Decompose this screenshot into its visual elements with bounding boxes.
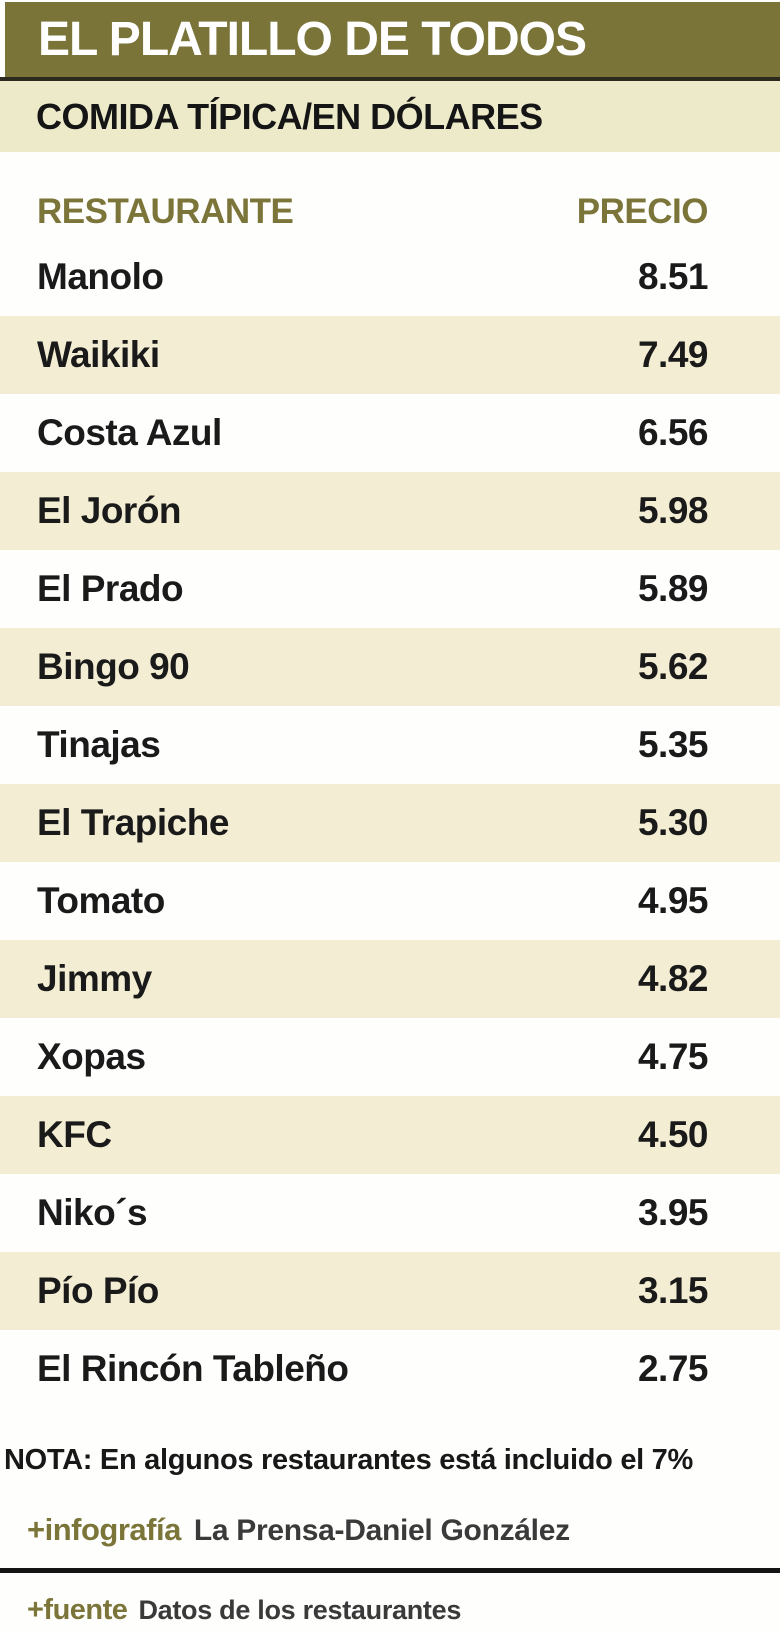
restaurant-name: Xopas <box>37 1036 146 1077</box>
price-value: 7.49 <box>637 334 709 375</box>
source-row: +fuente Datos de los restaurantes <box>27 1594 461 1627</box>
price-value: 4.75 <box>637 1036 709 1077</box>
table-header-row: RESTAURANTE PRECIO <box>0 186 780 238</box>
restaurant-name: El Jorón <box>37 490 182 531</box>
restaurant-name: Bingo 90 <box>37 646 190 687</box>
masthead-bar: EL PLATILLO DE TODOS <box>5 2 780 77</box>
price-value: 8.51 <box>637 256 709 297</box>
table-row: Costa Azul 6.56 <box>0 394 780 472</box>
table-row: Tinajas 5.35 <box>0 706 780 784</box>
price-value: 5.98 <box>637 490 709 531</box>
source-label: +fuente <box>27 1594 128 1626</box>
restaurant-name: Tomato <box>37 880 165 921</box>
page-title: EL PLATILLO DE TODOS <box>38 13 587 66</box>
restaurant-name: El Prado <box>37 568 184 609</box>
restaurant-name: Pío Pío <box>37 1270 159 1311</box>
restaurant-name: Manolo <box>37 256 164 297</box>
table-row: El Rincón Tableño 2.75 <box>0 1330 780 1408</box>
restaurant-name: Jimmy <box>37 958 152 999</box>
restaurant-name: Tinajas <box>37 724 161 765</box>
restaurant-name: Waikiki <box>37 334 160 375</box>
restaurant-name: Niko´s <box>37 1192 148 1233</box>
restaurant-name: KFC <box>37 1114 112 1155</box>
subtitle-bar: COMIDA TÍPICA/EN DÓLARES <box>0 81 780 152</box>
restaurant-name: El Rincón Tableño <box>37 1348 349 1389</box>
page-subtitle: COMIDA TÍPICA/EN DÓLARES <box>36 96 543 137</box>
restaurant-name: El Trapiche <box>37 802 229 843</box>
table-row: Tomato 4.95 <box>0 862 780 940</box>
note-text: NOTA: En algunos restaurantes está inclu… <box>4 1444 693 1476</box>
price-value: 6.56 <box>637 412 709 453</box>
source-credit: Datos de los restaurantes <box>138 1595 462 1625</box>
table-row: El Trapiche 5.30 <box>0 784 780 862</box>
table-row: Xopas 4.75 <box>0 1018 780 1096</box>
table-row: Manolo 8.51 <box>0 238 780 316</box>
table-row: Pío Pío 3.15 <box>0 1252 780 1330</box>
price-value: 3.95 <box>637 1192 709 1233</box>
price-value: 5.62 <box>637 646 709 687</box>
column-header-price: PRECIO <box>576 192 709 231</box>
infographic-credit: La Prensa-Daniel González <box>193 1514 570 1547</box>
price-value: 4.95 <box>637 880 709 921</box>
price-value: 5.89 <box>637 568 709 609</box>
price-value: 2.75 <box>637 1348 709 1389</box>
price-value: 4.50 <box>637 1114 709 1155</box>
price-table: Manolo 8.51 Waikiki 7.49 Costa Azul 6.56… <box>0 238 780 1408</box>
footer-divider <box>0 1568 780 1573</box>
price-value: 3.15 <box>637 1270 709 1311</box>
table-row: El Prado 5.89 <box>0 550 780 628</box>
restaurant-name: Costa Azul <box>37 412 222 453</box>
table-row: Jimmy 4.82 <box>0 940 780 1018</box>
table-row: El Jorón 5.98 <box>0 472 780 550</box>
infographic-credit-row: +infografía La Prensa-Daniel González <box>27 1512 570 1548</box>
price-value: 5.30 <box>637 802 709 843</box>
table-row: Niko´s 3.95 <box>0 1174 780 1252</box>
table-row: Bingo 90 5.62 <box>0 628 780 706</box>
table-row: Waikiki 7.49 <box>0 316 780 394</box>
infographic-label: +infografía <box>27 1512 181 1547</box>
masthead-divider <box>0 77 780 81</box>
column-header-restaurant: RESTAURANTE <box>37 192 294 231</box>
price-value: 5.35 <box>637 724 709 765</box>
table-row: KFC 4.50 <box>0 1096 780 1174</box>
price-value: 4.82 <box>637 958 709 999</box>
